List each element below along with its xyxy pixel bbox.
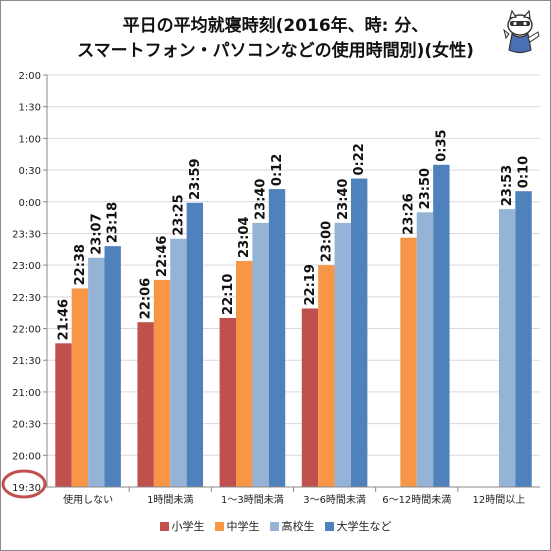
data-label: 0:12 xyxy=(270,154,285,186)
legend-item: 小学生 xyxy=(159,518,205,534)
bar xyxy=(416,212,434,488)
y-tick-label: 1:00 xyxy=(19,134,41,145)
legend-swatch xyxy=(269,521,279,531)
data-label: 23:25 xyxy=(171,194,186,235)
data-label: 23:59 xyxy=(188,158,203,199)
bar xyxy=(515,191,532,487)
bar xyxy=(153,279,171,487)
bar xyxy=(71,288,89,487)
data-label: 0:35 xyxy=(434,129,449,161)
y-tick-label: 23:30 xyxy=(12,229,41,240)
bar xyxy=(186,202,204,488)
bar xyxy=(498,209,516,487)
data-label: 22:10 xyxy=(221,274,236,315)
bar xyxy=(301,308,319,487)
x-tick-label: 1時間未満 xyxy=(147,494,193,506)
data-label: 0:10 xyxy=(517,156,532,188)
data-label: 23:53 xyxy=(500,165,515,206)
bar xyxy=(104,246,121,487)
chart-title-line-1: 平日の平均就寝時刻(2016年、時: 分、 xyxy=(122,16,429,36)
x-tick-label: 3～6時間未満 xyxy=(303,494,366,506)
mascot-logo-icon xyxy=(503,9,540,54)
bars xyxy=(55,164,532,488)
bar xyxy=(55,343,72,487)
data-labels: 21:46 22:06 22:10 22:19 22:38 22:46 23:04 23:00… xyxy=(56,129,531,340)
x-tick-label: 1～3時間未満 xyxy=(221,494,284,506)
x-tick-label: 12時間以上 xyxy=(473,494,526,506)
x-axis: 使用しない 1時間未満 1～3時間未満 3～6時間未満 6～12時間未満 12時間以上 xyxy=(47,486,540,506)
bar xyxy=(350,178,368,487)
y-tick-label: 22:00 xyxy=(12,325,41,336)
legend-label: 中学生 xyxy=(226,520,260,533)
data-label: 23:04 xyxy=(237,217,252,258)
data-label: 23:40 xyxy=(336,179,351,220)
bar xyxy=(268,189,286,488)
y-tick-label: 20:30 xyxy=(12,420,41,431)
data-label: 23:07 xyxy=(89,213,104,254)
chart-title-line-2: スマートフォン・パソコンなどの使用時間別)(女性) xyxy=(77,41,474,61)
y-tick-label: 19:30 xyxy=(12,483,41,494)
legend-swatch xyxy=(324,521,334,531)
bar xyxy=(433,164,450,488)
bar xyxy=(236,260,253,487)
legend-item: 大学生など xyxy=(324,518,392,534)
data-label: 23:50 xyxy=(418,168,433,209)
data-label: 22:46 xyxy=(155,236,170,277)
y-tick-label: 1:30 xyxy=(19,103,41,114)
y-tick-label: 22:30 xyxy=(12,293,41,304)
bar xyxy=(318,265,335,487)
data-label: 23:26 xyxy=(402,193,417,234)
data-label: 23:00 xyxy=(319,221,334,262)
legend-label: 小学生 xyxy=(171,520,205,533)
legend-swatch xyxy=(159,521,169,531)
bar xyxy=(170,238,187,487)
bar xyxy=(334,222,351,487)
y-tick-label: 21:30 xyxy=(12,356,41,367)
data-label: 22:06 xyxy=(139,278,154,319)
data-label: 23:40 xyxy=(254,179,269,220)
y-tick-label: 20:00 xyxy=(12,451,41,462)
y-tick-label: 21:00 xyxy=(12,388,41,399)
bar xyxy=(88,257,105,487)
bar xyxy=(137,322,154,487)
data-label: 22:19 xyxy=(303,264,318,305)
legend: 小学生 中学生 高校生 大学生など xyxy=(0,518,551,534)
bar xyxy=(400,237,417,487)
y-axis: 19:30 20:00 20:30 21:00 21:30 22:00 22:30 23:00… xyxy=(12,71,48,494)
grid-lines xyxy=(47,74,540,488)
y-tick-label: 2:00 xyxy=(19,71,41,82)
y-axis-origin-highlight-circle xyxy=(1,469,47,499)
legend-item: 高校生 xyxy=(269,518,315,534)
bar xyxy=(219,317,237,487)
data-label: 22:38 xyxy=(73,244,88,285)
y-tick-label: 23:00 xyxy=(12,261,41,272)
bar xyxy=(252,222,269,487)
y-tick-label: 0:00 xyxy=(19,198,41,209)
legend-item: 中学生 xyxy=(214,518,260,534)
x-tick-label: 6～12時間未満 xyxy=(382,494,451,506)
data-label: 23:18 xyxy=(106,202,121,243)
data-label: 0:22 xyxy=(352,143,367,175)
y-tick-label: 0:30 xyxy=(19,166,41,177)
legend-label: 高校生 xyxy=(281,520,315,533)
legend-swatch xyxy=(214,521,224,531)
x-tick-label: 使用しない xyxy=(63,493,113,506)
data-label: 21:46 xyxy=(56,299,71,340)
legend-label: 大学生など xyxy=(336,520,392,533)
